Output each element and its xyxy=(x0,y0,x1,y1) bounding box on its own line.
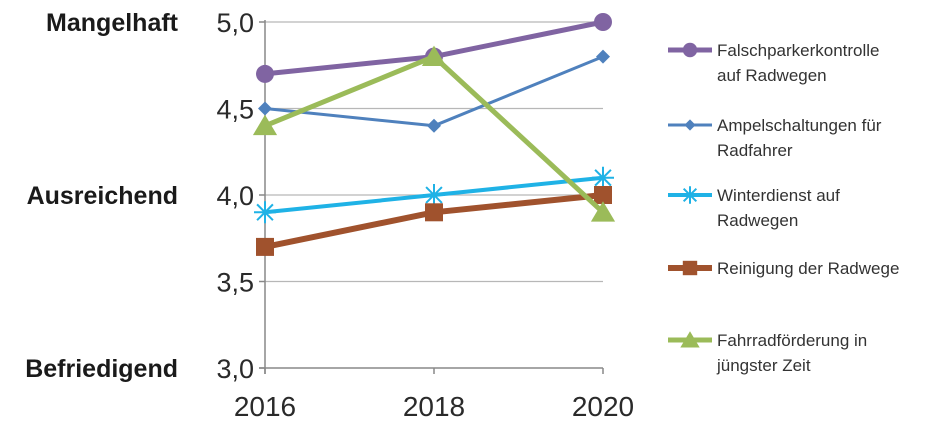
legend-item-1: Falschparkerkontrolle auf Radwegen xyxy=(668,41,880,85)
grade-label-ausreichend: Ausreichend xyxy=(27,182,178,210)
data-point-2016 xyxy=(254,201,276,224)
y-tick-label-3-0: 3,0 xyxy=(216,354,254,384)
data-point-2018 xyxy=(423,184,445,206)
legend-label: auf Radwegen xyxy=(717,66,827,85)
legend-label: Radwegen xyxy=(717,211,798,230)
legend-item-4: Reinigung der Radwege xyxy=(668,259,899,278)
grade-label-befriedigend: Befriedigend xyxy=(25,355,178,383)
x-tick-label-2018: 2018 xyxy=(403,391,465,422)
y-tick-labels: 3,0 3,5 4,0 4,5 5,0 xyxy=(216,8,254,384)
grade-label-mangelhaft: Mangelhaft xyxy=(46,9,179,37)
data-point-2016 xyxy=(258,101,272,116)
legend-label: Radfahrer xyxy=(717,141,793,160)
grid-lines xyxy=(265,21,603,283)
data-point-2018 xyxy=(425,203,443,222)
legend-label: Ampelschaltungen für xyxy=(717,116,882,135)
x-tick-label-2016: 2016 xyxy=(234,391,296,422)
legend-label: Falschparkerkontrolle xyxy=(717,41,880,60)
legend-label: Fahrradförderung in xyxy=(717,331,867,350)
data-point-2016 xyxy=(252,114,278,136)
data-point-2018 xyxy=(427,118,441,133)
data-point-2016 xyxy=(256,64,274,83)
series-3 xyxy=(254,166,614,224)
data-point-2016 xyxy=(256,237,274,256)
legend-marker xyxy=(681,186,699,204)
series-4 xyxy=(256,186,612,256)
legend-marker xyxy=(684,119,696,131)
legend-item-5: Fahrradförderung in jüngster Zeit xyxy=(668,331,867,375)
data-point-2020 xyxy=(594,13,612,31)
series-5 xyxy=(252,45,616,222)
series xyxy=(252,13,616,256)
series-2 xyxy=(258,49,610,133)
y-tick-label-5-0: 5,0 xyxy=(216,8,254,38)
legend-marker xyxy=(682,42,698,58)
y-tick-label-3-5: 3,5 xyxy=(216,268,254,298)
x-tick-labels: 2016 2018 2020 xyxy=(234,391,634,422)
data-point-2018 xyxy=(421,45,447,66)
legend-marker xyxy=(680,331,700,348)
grade-labels: Mangelhaft Ausreichend Befriedigend xyxy=(25,9,178,383)
data-point-2020 xyxy=(596,49,610,64)
y-tick-label-4-5: 4,5 xyxy=(216,95,254,125)
data-point-2020 xyxy=(594,186,612,204)
data-point-2020 xyxy=(592,166,614,189)
data-point-2020 xyxy=(590,201,616,222)
legend-label: Reinigung der Radwege xyxy=(717,259,899,278)
legend-item-2: Ampelschaltungen für Radfahrer xyxy=(668,116,882,160)
legend-item-3: Winterdienst auf Radwegen xyxy=(668,186,840,230)
y-tick-label-4-0: 4,0 xyxy=(216,181,254,211)
legend-label: jüngster Zeit xyxy=(716,356,811,375)
x-tick-label-2020: 2020 xyxy=(572,391,634,422)
legend-marker xyxy=(682,260,698,276)
legend: Falschparkerkontrolle auf Radwegen Ampelsc… xyxy=(668,41,899,375)
legend-label: Winterdienst auf xyxy=(717,186,840,205)
